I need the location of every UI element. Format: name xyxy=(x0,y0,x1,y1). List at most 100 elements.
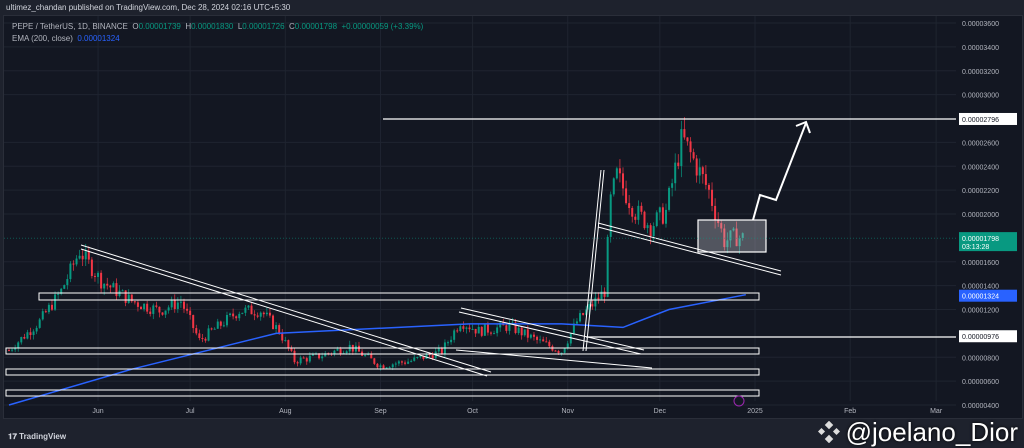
candle xyxy=(545,336,548,343)
candle xyxy=(677,154,680,170)
binance-logo-icon xyxy=(818,421,840,443)
y-tick-label: 0.00002200 xyxy=(962,188,999,195)
zone-box xyxy=(5,347,760,355)
candle xyxy=(514,319,517,335)
price-chart[interactable]: 0.00003600 0.00003400 0.00003200 0.00003000… xyxy=(4,16,1022,418)
candle xyxy=(235,315,238,321)
candle xyxy=(225,311,228,328)
candle xyxy=(47,302,50,315)
candle xyxy=(87,246,90,264)
candle xyxy=(532,332,535,341)
candle xyxy=(253,310,256,321)
ema-line xyxy=(8,293,746,406)
candle xyxy=(615,166,618,180)
candle xyxy=(361,349,364,357)
candle xyxy=(529,333,532,340)
candle xyxy=(66,274,69,290)
x-tick-label: Jul xyxy=(186,408,195,415)
candle xyxy=(505,323,508,334)
candle xyxy=(489,331,492,336)
candle xyxy=(275,322,278,334)
candle xyxy=(84,243,87,267)
candle xyxy=(591,300,594,310)
candle xyxy=(290,345,293,353)
candle xyxy=(63,284,66,290)
candle xyxy=(382,364,385,369)
candle xyxy=(689,137,692,163)
candle xyxy=(707,182,710,199)
candle xyxy=(201,333,204,343)
candle xyxy=(161,312,164,316)
y-tick-label: 0.00000800 xyxy=(962,355,999,362)
candle xyxy=(600,285,603,300)
candle xyxy=(483,324,486,336)
trendlines xyxy=(80,169,782,377)
watermark: @joelano_Dior xyxy=(845,417,1018,447)
candles xyxy=(8,117,744,371)
candle xyxy=(410,359,413,363)
consolidation-box xyxy=(697,219,767,253)
candle xyxy=(370,351,373,359)
candle xyxy=(222,321,225,328)
candle xyxy=(394,361,397,368)
candle xyxy=(655,210,658,228)
candle xyxy=(207,325,210,342)
candle xyxy=(548,339,551,348)
candle xyxy=(54,291,57,312)
candle xyxy=(93,273,96,282)
x-tick-label: Dec xyxy=(654,408,667,415)
candle xyxy=(179,295,182,308)
candle xyxy=(229,312,232,317)
candle xyxy=(130,294,133,303)
x-tick-label: Jun xyxy=(92,408,103,415)
chart-area[interactable]: 0.00003600 0.00003400 0.00003200 0.00003000… xyxy=(3,15,1023,419)
svg-text:0.00002796: 0.00002796 xyxy=(962,117,999,124)
candle xyxy=(155,301,158,309)
candle xyxy=(692,148,695,161)
candle xyxy=(579,310,582,323)
candle xyxy=(176,297,179,313)
candle xyxy=(477,323,480,334)
candle xyxy=(634,213,637,224)
candle xyxy=(333,349,336,357)
candle xyxy=(23,333,26,340)
candle xyxy=(517,326,520,335)
candle xyxy=(302,356,305,359)
drawings xyxy=(5,118,956,397)
candle xyxy=(259,311,262,321)
candle xyxy=(118,285,121,298)
candle xyxy=(453,328,456,343)
candle xyxy=(72,260,75,271)
candle xyxy=(296,360,299,367)
candle xyxy=(26,329,29,340)
price-label-level: 0.00002796 xyxy=(959,112,1017,125)
candle xyxy=(158,306,161,318)
zone-box xyxy=(5,389,760,397)
candle xyxy=(658,206,661,221)
candle xyxy=(671,178,674,197)
candle xyxy=(357,341,360,352)
candle xyxy=(69,261,72,283)
candle xyxy=(244,304,247,316)
svg-text:0.00001324: 0.00001324 xyxy=(962,294,999,301)
candle xyxy=(173,294,176,313)
candle xyxy=(192,314,195,333)
candle xyxy=(539,335,542,344)
candle xyxy=(542,336,545,342)
candle xyxy=(622,167,624,196)
candle xyxy=(536,335,539,344)
candle xyxy=(628,194,631,215)
zone-box xyxy=(38,292,760,301)
candle xyxy=(281,329,284,344)
candle xyxy=(152,303,155,320)
candle xyxy=(241,312,244,315)
candle xyxy=(167,305,170,314)
candle xyxy=(661,203,664,225)
candle xyxy=(695,154,698,183)
candle xyxy=(652,222,655,242)
candle xyxy=(726,232,729,254)
candle xyxy=(594,292,597,311)
candle xyxy=(499,321,502,332)
candle xyxy=(735,221,738,247)
candle xyxy=(625,180,628,205)
